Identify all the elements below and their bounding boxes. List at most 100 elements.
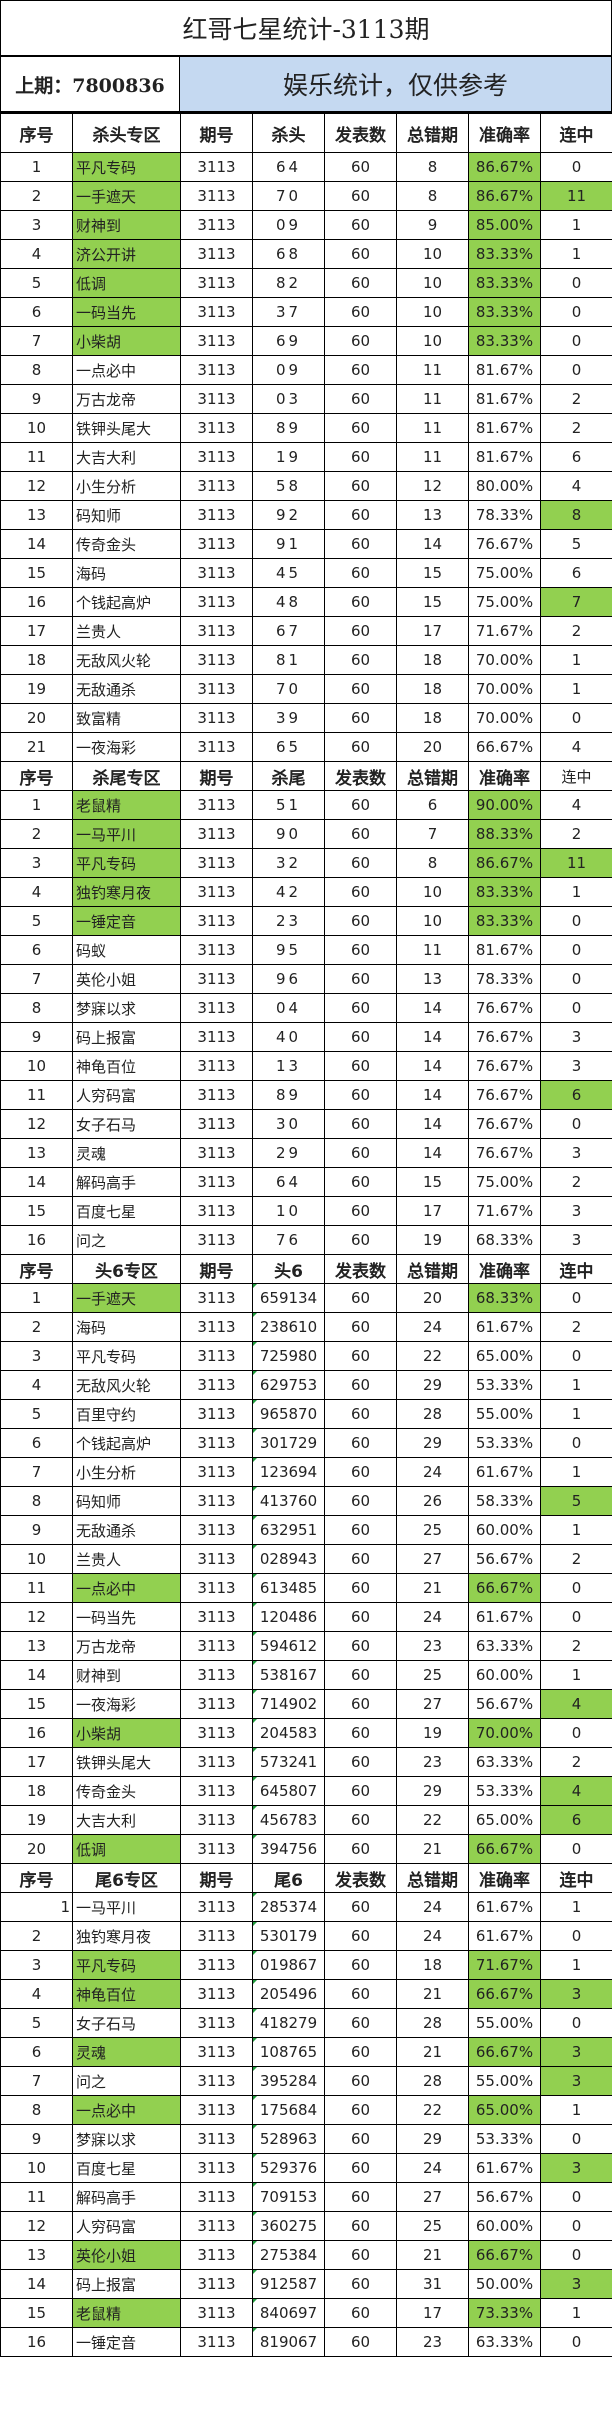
total-misses-cell: 17 [396,2298,469,2328]
column-header-accuracy-rate: 准确率 [468,761,541,791]
seq-cell: 13 [0,2240,73,2270]
total-misses-cell: 23 [396,1747,469,1777]
column-header-total-misses: 总错期 [396,761,469,791]
predictor-name-cell: 人穷码富 [72,2211,181,2241]
predictor-name-cell: 小生分析 [72,1457,181,1487]
total-misses-cell: 22 [396,2095,469,2125]
period-cell: 3113 [180,2211,253,2241]
prediction-cell: 09 [252,355,325,385]
post-count-cell: 60 [324,1718,397,1748]
column-header-post-count: 发表数 [324,1254,397,1284]
table-row: 14 财神到 3113 538167 60 25 60.00% 1 [0,1660,612,1690]
total-misses-cell: 11 [396,413,469,443]
win-streak-cell: 0 [540,935,612,965]
prediction-cell: 40 [252,1022,325,1052]
accuracy-rate-cell: 81.67% [468,442,541,472]
accuracy-rate-cell: 75.00% [468,587,541,617]
predictor-name-cell: 问之 [72,1225,181,1255]
total-misses-cell: 14 [396,529,469,559]
post-count-cell: 60 [324,1515,397,1545]
post-count-cell: 60 [324,964,397,994]
period-cell: 3113 [180,1341,253,1371]
total-misses-cell: 24 [396,1312,469,1342]
seq-cell: 6 [0,297,73,327]
table-row: 13 英伦小姐 3113 275384 60 21 66.67% 0 [0,2240,612,2270]
total-misses-cell: 21 [396,1573,469,1603]
column-header-post-count: 发表数 [324,1863,397,1893]
total-misses-cell: 11 [396,384,469,414]
table-row: 12 一码当先 3113 120486 60 24 61.67% 0 [0,1602,612,1632]
seq-cell: 13 [0,1138,73,1168]
post-count-cell: 60 [324,1950,397,1980]
post-count-cell: 60 [324,1979,397,2009]
seq-cell: 8 [0,993,73,1023]
prediction-cell: 238610 [252,1312,325,1342]
accuracy-rate-cell: 85.00% [468,210,541,240]
seq-cell: 10 [0,2153,73,2183]
total-misses-cell: 12 [396,471,469,501]
predictor-name-cell: 一夜海彩 [72,1689,181,1719]
column-header-prediction: 尾6 [252,1863,325,1893]
total-misses-cell: 8 [396,181,469,211]
seq-cell: 10 [0,413,73,443]
seq-cell: 14 [0,1167,73,1197]
seq-cell: 4 [0,1370,73,1400]
total-misses-cell: 11 [396,935,469,965]
accuracy-rate-cell: 83.33% [468,297,541,327]
seq-cell: 11 [0,442,73,472]
total-misses-cell: 23 [396,2327,469,2357]
period-cell: 3113 [180,529,253,559]
win-streak-cell: 4 [540,1689,612,1719]
total-misses-cell: 29 [396,1776,469,1806]
table-row: 10 兰贵人 3113 028943 60 27 56.67% 2 [0,1544,612,1574]
seq-cell: 13 [0,500,73,530]
table-row: 9 无敌通杀 3113 632951 60 25 60.00% 1 [0,1515,612,1545]
prediction-cell: 456783 [252,1805,325,1835]
period-cell: 3113 [180,384,253,414]
period-cell: 3113 [180,790,253,820]
table-row: 15 海码 3113 45 60 15 75.00% 6 [0,558,612,588]
column-header-win-streak: 连中 [540,113,612,153]
period-cell: 3113 [180,442,253,472]
seq-cell: 16 [0,587,73,617]
period-cell: 3113 [180,645,253,675]
table-row: 16 小柴胡 3113 204583 60 19 70.00% 0 [0,1718,612,1748]
seq-cell: 16 [0,1718,73,1748]
accuracy-rate-cell: 76.67% [468,529,541,559]
table-row: 13 灵魂 3113 29 60 14 76.67% 3 [0,1138,612,1168]
total-misses-cell: 22 [396,1341,469,1371]
seq-cell: 2 [0,819,73,849]
accuracy-rate-cell: 81.67% [468,935,541,965]
win-streak-cell: 11 [540,181,612,211]
predictor-name-cell: 小柴胡 [72,326,181,356]
column-header-seq: 序号 [0,1863,73,1893]
accuracy-rate-cell: 76.67% [468,1138,541,1168]
prediction-cell: 840697 [252,2298,325,2328]
post-count-cell: 60 [324,297,397,327]
win-streak-cell: 1 [540,1370,612,1400]
post-count-cell: 60 [324,2182,397,2212]
total-misses-cell: 15 [396,1167,469,1197]
post-count-cell: 60 [324,732,397,762]
total-misses-cell: 17 [396,616,469,646]
column-header-total-misses: 总错期 [396,1863,469,1893]
predictor-name-cell: 大吉大利 [72,442,181,472]
seq-cell: 2 [0,1921,73,1951]
prediction-cell: 028943 [252,1544,325,1574]
prediction-cell: 175684 [252,2095,325,2125]
win-streak-cell: 2 [540,1167,612,1197]
seq-cell: 3 [0,1950,73,1980]
post-count-cell: 60 [324,906,397,936]
period-cell: 3113 [180,819,253,849]
period-cell: 3113 [180,1312,253,1342]
prediction-cell: 413760 [252,1486,325,1516]
column-header-total-misses: 总错期 [396,113,469,153]
post-count-cell: 60 [324,993,397,1023]
accuracy-rate-cell: 56.67% [468,1544,541,1574]
accuracy-rate-cell: 53.33% [468,2124,541,2154]
prediction-cell: 13 [252,1051,325,1081]
period-cell: 3113 [180,616,253,646]
seq-cell: 9 [0,2124,73,2154]
win-streak-cell: 3 [540,2037,612,2067]
post-count-cell: 60 [324,1428,397,1458]
